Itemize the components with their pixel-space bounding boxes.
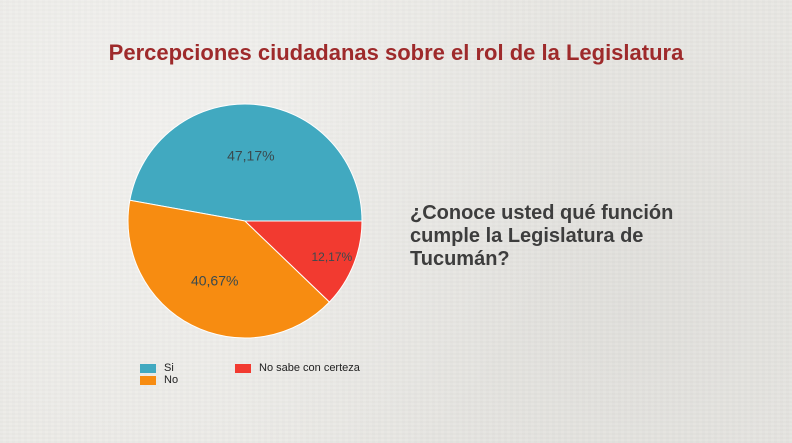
legend-item: No sabe con certeza: [235, 362, 360, 374]
survey-question: ¿Conoce usted qué función cumple la Legi…: [410, 202, 674, 270]
chart-title: Percepciones ciudadanas sobre el rol de …: [108, 40, 684, 65]
legend-item: No: [140, 374, 178, 386]
pie-slice-1: [129, 103, 363, 222]
legend-swatch: [235, 363, 251, 373]
legend-swatch: [140, 363, 156, 373]
slice-value-label: 12,17%: [311, 250, 352, 264]
legend-label: No sabe con certeza: [259, 362, 360, 374]
legend-label: No: [164, 374, 179, 386]
legend-swatch: [140, 375, 156, 385]
slice-value-label: 47,17%: [227, 148, 274, 164]
slice-value-label: 40,67%: [191, 272, 238, 288]
legend-item: Si: [140, 362, 174, 374]
legend: Si No No sabe con certeza: [140, 362, 400, 392]
pie-slice-2: [127, 199, 331, 339]
legend-label: Si: [164, 362, 174, 374]
pie-slice-3: [243, 220, 363, 303]
